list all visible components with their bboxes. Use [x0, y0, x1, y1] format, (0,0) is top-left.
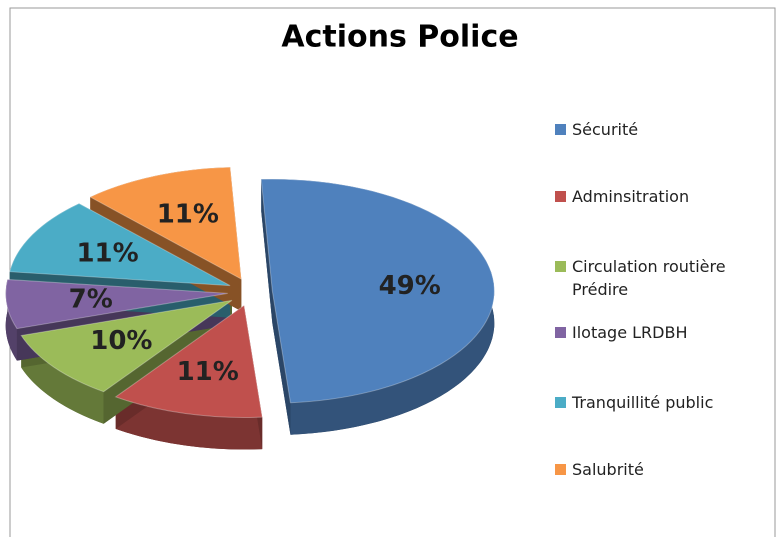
- slice-wall: [115, 396, 263, 450]
- legend-item: Ilotage LRDBH: [555, 321, 735, 344]
- legend-swatch: [555, 261, 566, 272]
- data-label: 7%: [69, 285, 113, 315]
- chart-title: Actions Police: [281, 20, 518, 55]
- legend-item: Circulation routière Prédire: [555, 255, 735, 301]
- slice-edge: [272, 291, 291, 435]
- legend-label: Ilotage LRDBH: [572, 323, 688, 342]
- slice: [89, 166, 242, 280]
- slice: [9, 202, 231, 287]
- legend-item: Tranquillité public: [555, 391, 735, 414]
- slice-wall: [5, 279, 17, 361]
- legend-swatch: [555, 124, 566, 135]
- slice-wall: [21, 335, 104, 424]
- data-label: 11%: [76, 238, 138, 268]
- data-label: 49%: [379, 271, 441, 301]
- legend-label: Salubrité: [572, 460, 644, 479]
- legend-item: Salubrité: [555, 458, 735, 481]
- legend-label: Sécurité: [572, 120, 639, 139]
- legend-swatch: [555, 464, 566, 475]
- slice: [260, 178, 495, 404]
- slice: [114, 304, 263, 418]
- legend-label: Adminsitration: [572, 187, 690, 206]
- slice: [20, 299, 233, 393]
- legend-swatch: [555, 191, 566, 202]
- legend-label: Circulation routière Prédire: [572, 257, 726, 299]
- legend-item: Adminsitration: [555, 185, 735, 208]
- legend-swatch: [555, 327, 566, 338]
- data-label: 11%: [157, 200, 219, 230]
- slice: [5, 278, 228, 330]
- data-label: 11%: [177, 357, 239, 387]
- legend-label: Tranquillité public: [572, 393, 714, 412]
- legend-swatch: [555, 397, 566, 408]
- legend-item: Sécurité: [555, 118, 735, 141]
- data-label: 10%: [90, 326, 152, 356]
- slice-edge: [261, 179, 273, 324]
